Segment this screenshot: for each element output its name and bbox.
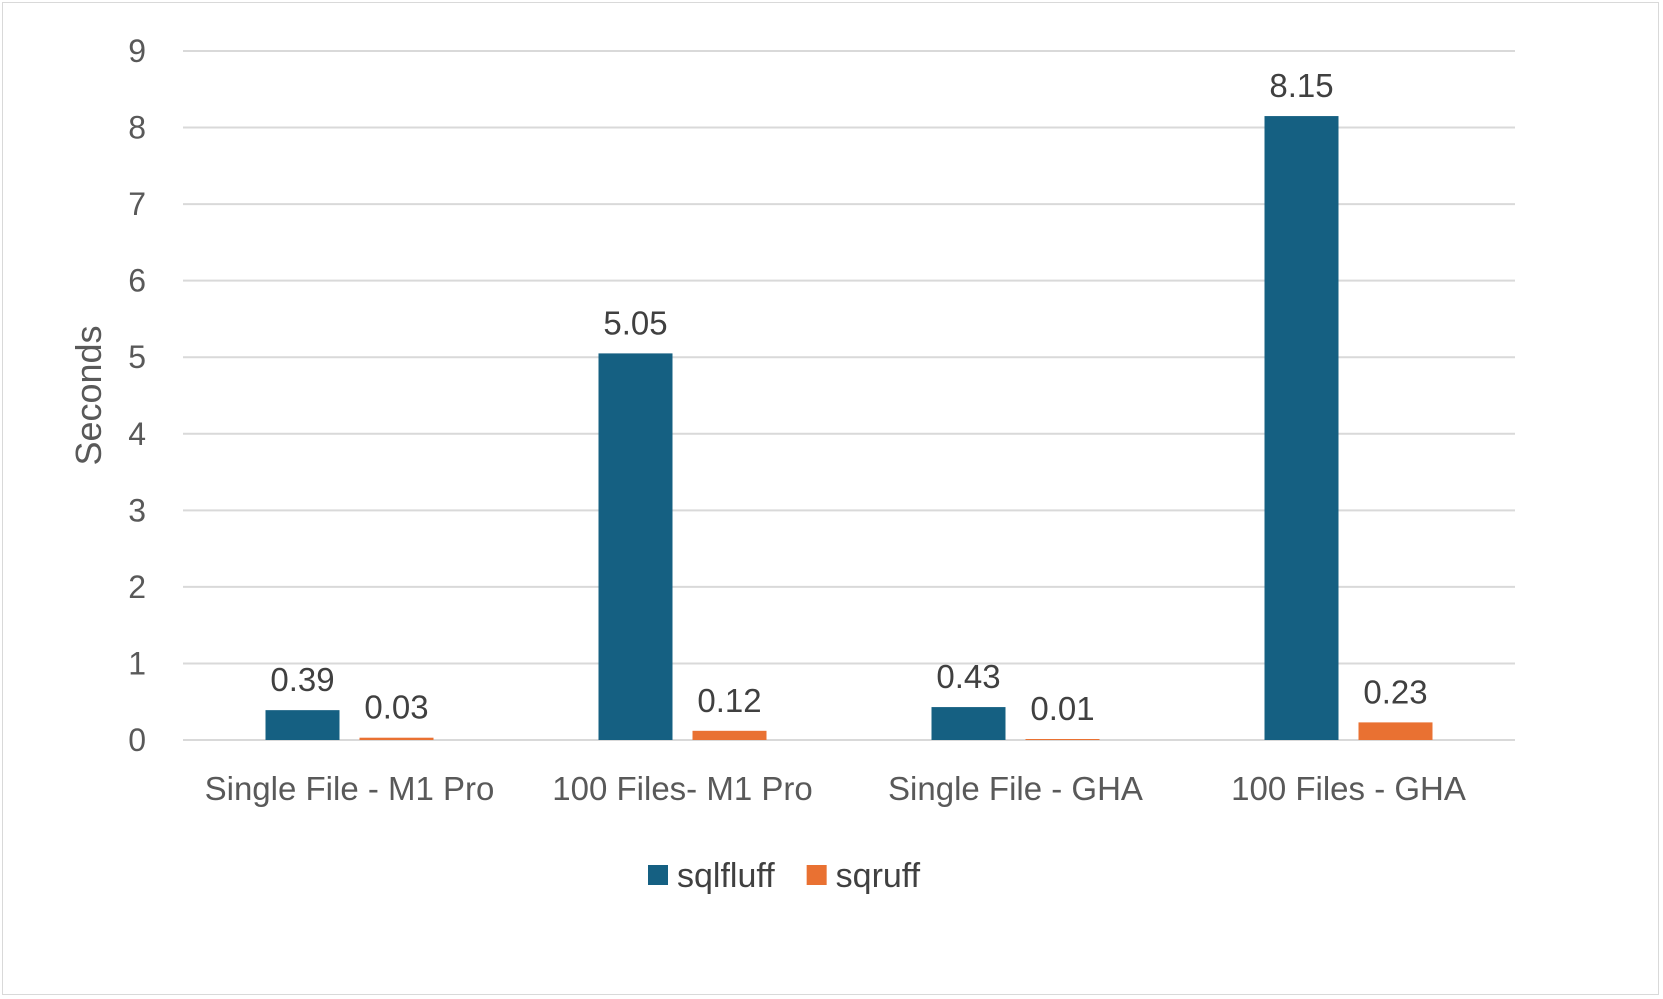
bar-sqlfluff [598,353,673,740]
x-axis-categories: Single File - M1 Pro 100 Files- M1 Pro Sin… [205,770,1466,807]
data-labels: 0.39 0.03 5.05 0.12 0.43 0.01 8.15 0.23 [270,67,1427,727]
data-label-sqruff: 0.12 [697,682,761,719]
bar-sqruff [692,730,767,740]
y-axis-ticks: 0 1 2 3 4 5 6 7 8 9 [128,33,146,758]
legend-swatch-sqruff [806,865,827,885]
y-tick-label: 6 [128,263,146,299]
x-category-label: 100 Files - GHA [1231,770,1466,807]
bar-sqlfluff [931,707,1006,740]
data-label-sqruff: 0.01 [1030,690,1094,727]
bar-sqruff [1358,722,1433,740]
x-category-label: Single File - GHA [888,770,1143,807]
gridlines [183,50,1515,741]
bar-sqlfluff [265,710,340,740]
legend-swatch-sqlfluff [648,865,668,885]
legend-label-sqlfluff: sqlfluff [677,857,775,895]
legend-label-sqruff: sqruff [836,857,921,895]
y-tick-label: 5 [128,339,146,375]
y-tick-label: 1 [128,645,146,681]
data-label-sqruff: 0.03 [364,689,428,726]
legend: sqlfluff sqruff [648,857,921,895]
data-label-sqlfluff: 5.05 [603,304,667,341]
bar-sqlfluff [1264,116,1339,741]
y-axis-title: Seconds [68,325,109,465]
x-category-label: Single File - M1 Pro [205,770,495,807]
bar-sqruff [1025,739,1100,740]
y-tick-label: 4 [128,416,146,452]
y-tick-label: 0 [128,722,146,758]
data-label-sqlfluff: 0.43 [936,658,1000,695]
y-tick-label: 3 [128,492,146,528]
y-tick-label: 2 [128,569,146,605]
y-tick-label: 8 [128,110,146,146]
y-tick-label: 9 [128,33,146,69]
bar-sqruff [359,737,434,740]
data-label-sqruff: 0.23 [1363,673,1427,710]
y-tick-label: 7 [128,186,146,222]
data-label-sqlfluff: 8.15 [1269,67,1333,104]
data-label-sqlfluff: 0.39 [270,661,334,698]
x-category-label: 100 Files- M1 Pro [552,770,812,807]
bars [265,116,1433,741]
